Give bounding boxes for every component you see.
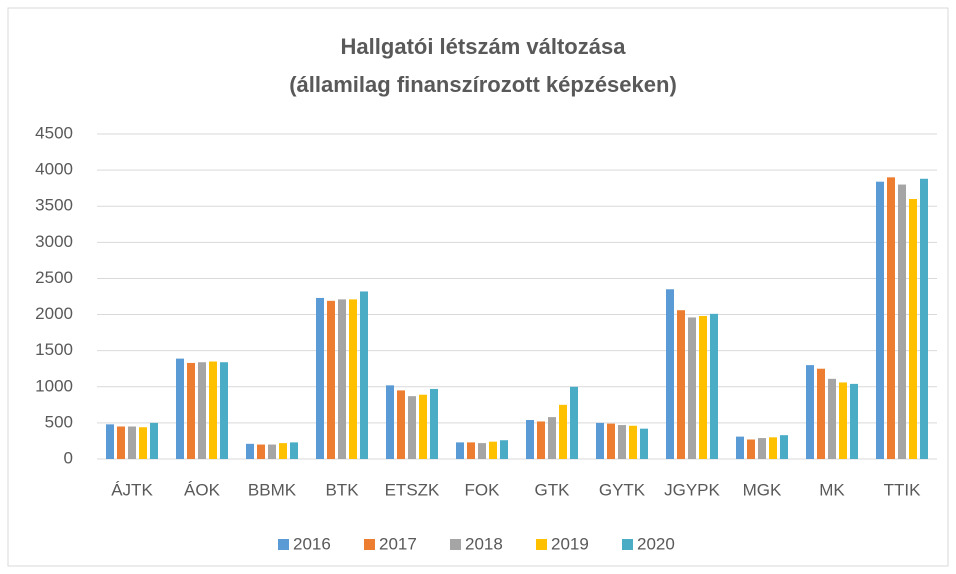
bar bbox=[909, 199, 917, 459]
bar bbox=[176, 358, 184, 459]
bar bbox=[106, 424, 114, 459]
y-tick-label: 4500 bbox=[35, 123, 73, 142]
x-tick-label: TTIK bbox=[884, 480, 921, 499]
bar bbox=[246, 443, 254, 459]
bar bbox=[316, 297, 324, 459]
bar bbox=[629, 425, 637, 459]
bar bbox=[736, 436, 744, 459]
legend-swatch bbox=[536, 539, 547, 550]
y-tick-label: 500 bbox=[45, 412, 73, 431]
legend-swatch bbox=[622, 539, 633, 550]
chart-title: (államilag finanszírozott képzéseken) bbox=[289, 72, 677, 97]
x-tick-label: ÁOK bbox=[184, 480, 221, 499]
bar bbox=[139, 427, 147, 459]
x-tick-label: GYTK bbox=[599, 480, 646, 499]
bar bbox=[268, 444, 276, 459]
bar bbox=[688, 317, 696, 459]
bar bbox=[780, 435, 788, 459]
bar bbox=[128, 426, 136, 459]
bar bbox=[677, 310, 685, 459]
bar bbox=[640, 428, 648, 459]
x-tick-label: JGYPK bbox=[664, 480, 720, 499]
x-tick-label: BTK bbox=[325, 480, 359, 499]
bar bbox=[710, 313, 718, 459]
bar bbox=[198, 362, 206, 459]
bar bbox=[209, 361, 217, 459]
legend-label: 2019 bbox=[551, 534, 589, 553]
legend-swatch bbox=[278, 539, 289, 550]
y-tick-label: 1500 bbox=[35, 340, 73, 359]
x-tick-label: ÁJTK bbox=[111, 480, 153, 499]
legend-swatch bbox=[450, 539, 461, 550]
bar bbox=[408, 396, 416, 459]
bar bbox=[360, 291, 368, 459]
bar bbox=[747, 439, 755, 459]
chart-title: Hallgatói létszám változása bbox=[341, 34, 627, 59]
bar bbox=[220, 362, 228, 459]
y-tick-label: 2000 bbox=[35, 304, 73, 323]
y-tick-label: 1000 bbox=[35, 376, 73, 395]
bar bbox=[666, 289, 674, 459]
bar bbox=[430, 388, 438, 459]
bar bbox=[758, 438, 766, 459]
bar bbox=[898, 184, 906, 460]
y-tick-label: 2500 bbox=[35, 268, 73, 287]
y-tick-label: 3000 bbox=[35, 232, 73, 251]
x-tick-label: BBMK bbox=[248, 480, 297, 499]
y-tick-label: 3500 bbox=[35, 196, 73, 215]
bar bbox=[806, 365, 814, 459]
chart-frame bbox=[7, 7, 949, 567]
bar bbox=[419, 394, 427, 459]
bar bbox=[526, 420, 534, 459]
legend-label: 2016 bbox=[293, 534, 331, 553]
bar bbox=[607, 423, 615, 459]
legend-label: 2017 bbox=[379, 534, 417, 553]
y-tick-label: 4000 bbox=[35, 160, 73, 179]
bar bbox=[467, 442, 475, 459]
bar bbox=[769, 437, 777, 459]
bar bbox=[618, 425, 626, 459]
bar bbox=[257, 444, 265, 459]
bar bbox=[397, 390, 405, 459]
x-tick-label: ETSZK bbox=[385, 480, 440, 499]
bar bbox=[117, 426, 125, 459]
bar bbox=[150, 422, 158, 459]
x-tick-label: GTK bbox=[535, 480, 571, 499]
bar bbox=[817, 368, 825, 459]
bar bbox=[887, 177, 895, 460]
x-tick-label: MK bbox=[819, 480, 845, 499]
bar bbox=[386, 385, 394, 459]
bar bbox=[279, 443, 287, 459]
bar bbox=[850, 383, 858, 459]
x-tick-label: FOK bbox=[465, 480, 501, 499]
bar bbox=[548, 417, 556, 459]
bar bbox=[187, 362, 195, 459]
bar bbox=[290, 442, 298, 459]
y-tick-label: 0 bbox=[64, 448, 73, 467]
bar bbox=[489, 441, 497, 459]
bar bbox=[920, 178, 928, 459]
bar bbox=[500, 440, 508, 459]
bar bbox=[699, 316, 707, 459]
bar bbox=[338, 299, 346, 459]
bar bbox=[876, 181, 884, 459]
bar bbox=[349, 299, 357, 459]
legend-label: 2020 bbox=[637, 534, 675, 553]
bar bbox=[456, 442, 464, 459]
bar bbox=[478, 443, 486, 459]
bar bbox=[537, 421, 545, 459]
x-tick-label: MGK bbox=[743, 480, 782, 499]
legend-swatch bbox=[364, 539, 375, 550]
bar bbox=[596, 422, 604, 459]
bar bbox=[828, 378, 836, 459]
bar bbox=[839, 382, 847, 459]
bar bbox=[327, 300, 335, 459]
bar bbox=[559, 404, 567, 459]
legend-label: 2018 bbox=[465, 534, 503, 553]
bar bbox=[570, 386, 578, 459]
